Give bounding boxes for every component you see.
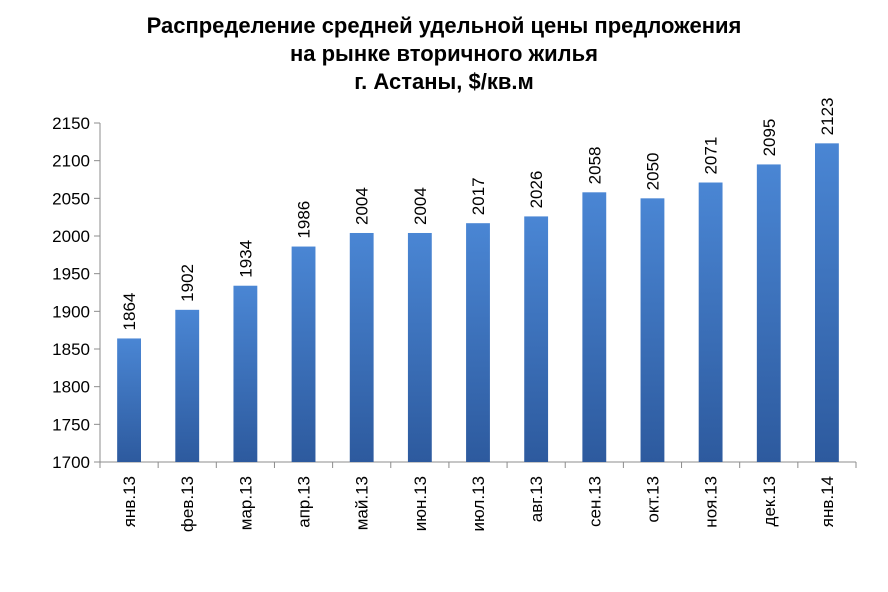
y-tick-label: 1800 [52, 378, 90, 397]
data-label: 2095 [760, 119, 779, 157]
bar [640, 198, 665, 463]
x-tick-label: дек.13 [760, 476, 779, 526]
data-label: 2058 [585, 146, 604, 184]
y-tick-label: 1850 [52, 340, 90, 359]
chart-axes: 1700 1750 1800 1850 1900 1950 2000 2050 2100 2150 [52, 114, 857, 472]
y-tick-label: 1750 [52, 415, 90, 434]
bar [291, 246, 316, 462]
chart-data-labels: 1864 1902 1934 1986 2004 2004 2017 2026 2058 2050… [120, 98, 837, 331]
chart-bars [117, 143, 839, 463]
chart-title-line-2: на рынке вторичного жилья [289, 41, 598, 66]
chart-title: Распределение средней удельной цены пред… [0, 12, 888, 96]
bar [175, 309, 200, 462]
data-label: 1902 [178, 264, 197, 302]
y-tick-label: 1950 [52, 265, 90, 284]
data-label: 2004 [411, 187, 430, 225]
bar [407, 232, 432, 462]
bar [815, 143, 839, 462]
x-tick-label: мар.13 [236, 476, 255, 530]
y-tick-label: 2100 [52, 152, 90, 171]
bar [466, 223, 490, 462]
data-label: 1986 [295, 201, 314, 239]
bar [117, 338, 141, 462]
x-tick-label: апр.13 [295, 476, 314, 528]
data-label: 2050 [643, 153, 662, 191]
bar [698, 182, 723, 462]
x-tick-label: май.13 [353, 476, 372, 530]
data-label: 2071 [702, 137, 721, 175]
x-tick-label: янв.13 [120, 476, 139, 527]
x-tick-label: фев.13 [178, 476, 197, 532]
bar [582, 192, 607, 462]
y-tick-label: 1900 [52, 302, 90, 321]
y-tick-label: 2050 [52, 189, 90, 208]
chart-title-line-3: г. Астаны, $/кв.м [354, 69, 534, 94]
bar [524, 216, 549, 462]
x-tick-label: сен.13 [585, 476, 604, 527]
y-tick-label: 1700 [52, 453, 90, 472]
y-tick-label: 2000 [52, 227, 90, 246]
bar [233, 285, 258, 462]
x-tick-label: ноя.13 [702, 476, 721, 528]
x-tick-label: июл.13 [469, 476, 488, 531]
data-label: 2004 [353, 187, 372, 225]
data-label: 2026 [527, 171, 546, 209]
x-tick-label: янв.14 [818, 476, 837, 527]
bar [349, 232, 374, 462]
data-label: 2123 [818, 98, 837, 136]
y-tick-label: 2150 [52, 114, 90, 133]
x-tick-label: окт.13 [643, 476, 662, 523]
bar [756, 164, 781, 462]
x-tick-label: июн.13 [411, 476, 430, 531]
x-tick-label: авг.13 [527, 476, 546, 522]
chart-title-line-1: Распределение средней удельной цены пред… [146, 13, 742, 38]
chart-category-labels: янв.13 фев.13 мар.13 апр.13 май.13 июн.13 июл.… [120, 476, 837, 532]
data-label: 2017 [469, 177, 488, 215]
data-label: 1934 [236, 240, 255, 278]
data-label: 1864 [120, 293, 139, 331]
